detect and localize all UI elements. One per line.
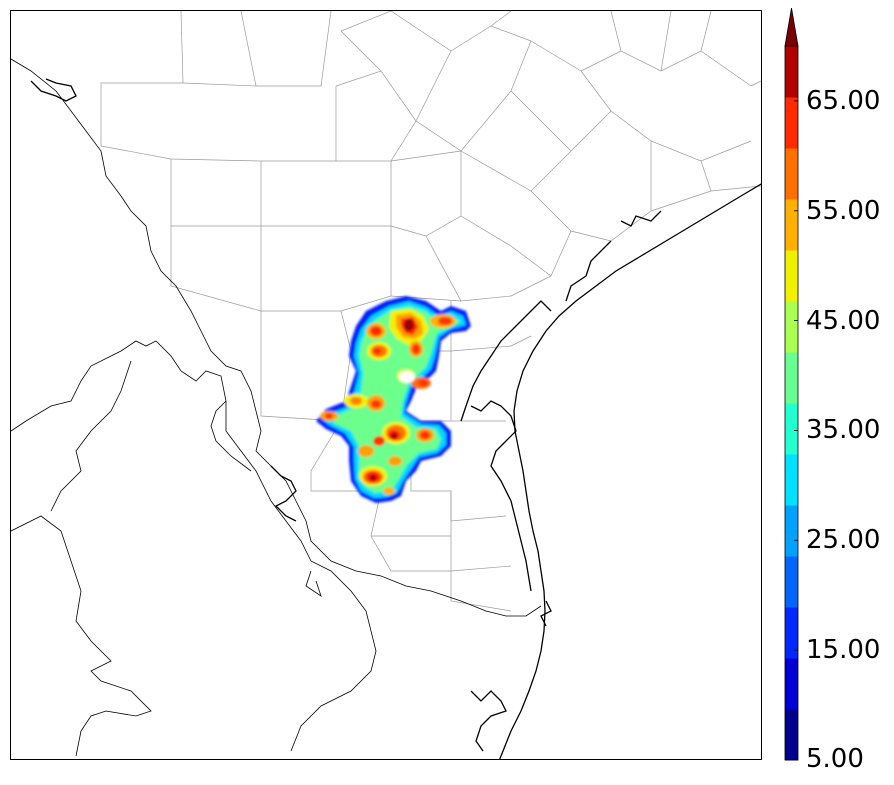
colorbar-outline xyxy=(784,45,799,761)
colorbar-segment xyxy=(785,199,798,251)
colorbar-segment xyxy=(785,148,798,200)
colorbar-tick-label: 55.00 xyxy=(806,195,881,226)
colorbar-segment xyxy=(785,403,798,455)
colorbar-segment xyxy=(785,607,798,659)
colorbar-tick-label: 5.00 xyxy=(806,744,864,774)
colorbar-tick-label: 25.00 xyxy=(806,525,881,556)
colorbar-segment xyxy=(785,46,798,98)
colorbar-bar xyxy=(784,8,799,761)
colorbar-extend-arrow xyxy=(784,8,799,47)
colorbar-segment xyxy=(785,352,798,404)
colorbar-segment xyxy=(785,709,798,761)
colorbar-segment xyxy=(785,97,798,149)
colorbar-segment xyxy=(785,250,798,302)
colorbar-segment xyxy=(785,505,798,557)
county-lines xyxy=(100,11,761,612)
state-border xyxy=(11,58,542,757)
colorbar-tick-label: 45.00 xyxy=(806,305,881,336)
colorbar-segment xyxy=(785,556,798,608)
colorbar-tick-label: 35.00 xyxy=(806,415,881,446)
map-panel xyxy=(10,10,762,760)
colorbar-segment xyxy=(785,658,798,710)
map-canvas xyxy=(11,11,761,759)
colorbar: 5.00 15.00 25.00 35.00 45.00 55.00 65.00 xyxy=(784,8,894,778)
reflectivity-field xyxy=(316,296,471,503)
coastline xyxy=(30,78,761,759)
colorbar-segment xyxy=(785,454,798,506)
colorbar-tick-label: 15.00 xyxy=(806,635,881,666)
colorbar-tick-label: 65.00 xyxy=(806,85,881,116)
colorbar-segment xyxy=(785,301,798,353)
